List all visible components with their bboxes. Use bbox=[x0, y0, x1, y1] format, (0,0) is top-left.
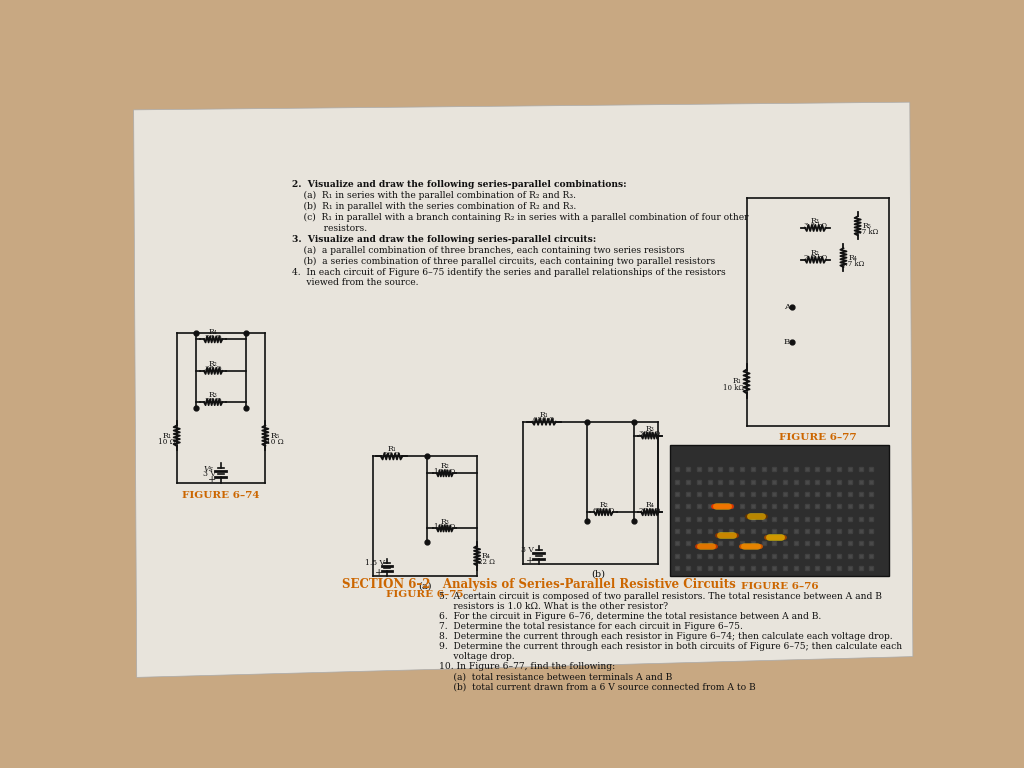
Text: A: A bbox=[783, 303, 790, 312]
Text: 8.  Determine the current through each resistor in Figure 6–74; then calculate e: 8. Determine the current through each re… bbox=[438, 632, 892, 641]
Text: 330 Ω: 330 Ω bbox=[639, 430, 660, 438]
Text: R₂: R₂ bbox=[811, 249, 819, 257]
Text: 10 Ω: 10 Ω bbox=[266, 438, 285, 445]
FancyBboxPatch shape bbox=[670, 445, 889, 576]
Text: 4.7 kΩ: 4.7 kΩ bbox=[855, 228, 879, 237]
Text: 680 Ω: 680 Ω bbox=[534, 416, 555, 424]
Text: (a)  a parallel combination of three branches, each containing two series resist: (a) a parallel combination of three bran… bbox=[292, 246, 685, 255]
Text: 10 Ω: 10 Ω bbox=[158, 438, 176, 445]
Text: 56 Ω: 56 Ω bbox=[383, 451, 400, 458]
Text: R₄: R₄ bbox=[482, 551, 490, 560]
Text: (b): (b) bbox=[591, 570, 605, 578]
Text: R₅: R₅ bbox=[862, 222, 871, 230]
Text: R₁: R₁ bbox=[387, 445, 396, 453]
Text: R₂: R₂ bbox=[209, 360, 217, 368]
Text: R₃: R₃ bbox=[645, 425, 654, 432]
Text: R₄: R₄ bbox=[645, 502, 654, 509]
Text: 2.  Visualize and draw the following series-parallel combinations:: 2. Visualize and draw the following seri… bbox=[292, 180, 627, 189]
Text: 3 V: 3 V bbox=[520, 546, 534, 554]
Text: 33 Ω: 33 Ω bbox=[205, 334, 221, 342]
Text: 4.  In each circuit of Figure 6–75 identify the series and parallel relationship: 4. In each circuit of Figure 6–75 identi… bbox=[292, 267, 726, 276]
Text: (b)  R₁ in parallel with the series combination of R₂ and R₃.: (b) R₁ in parallel with the series combi… bbox=[292, 202, 577, 211]
Text: R₅: R₅ bbox=[270, 432, 280, 439]
Text: R₄: R₄ bbox=[209, 329, 218, 336]
Text: 100 Ω: 100 Ω bbox=[434, 523, 456, 531]
Text: B: B bbox=[783, 337, 790, 346]
Text: 33 Ω: 33 Ω bbox=[205, 366, 221, 373]
Text: R₃: R₃ bbox=[440, 518, 450, 525]
Text: (c)  R₁ in parallel with a branch containing R₂ in series with a parallel combin: (c) R₁ in parallel with a branch contain… bbox=[292, 213, 749, 222]
Text: R₄: R₄ bbox=[848, 254, 857, 262]
Text: 1.5 V: 1.5 V bbox=[366, 559, 385, 568]
Text: 680 Ω: 680 Ω bbox=[593, 507, 614, 515]
Text: R₂: R₂ bbox=[599, 502, 608, 509]
Text: R₁: R₁ bbox=[162, 432, 171, 439]
Text: 22 Ω: 22 Ω bbox=[478, 558, 495, 566]
Text: +: + bbox=[375, 568, 383, 577]
Text: 3 V: 3 V bbox=[204, 470, 216, 478]
Text: (b)  a series combination of three parallel circuits, each containing two parall: (b) a series combination of three parall… bbox=[292, 257, 716, 266]
Polygon shape bbox=[134, 102, 912, 677]
Text: (a)  R₁ in series with the parallel combination of R₂ and R₃.: (a) R₁ in series with the parallel combi… bbox=[292, 191, 577, 200]
Text: 220 Ω: 220 Ω bbox=[639, 507, 660, 515]
Text: 9.  Determine the current through each resistor in both circuits of Figure 6–75;: 9. Determine the current through each re… bbox=[438, 642, 902, 651]
Text: 6.  For the circuit in Figure 6–76, determine the total resistance between A and: 6. For the circuit in Figure 6–76, deter… bbox=[438, 612, 821, 621]
Text: R₁: R₁ bbox=[732, 377, 741, 386]
Text: (b)  total current drawn from a 6 V source connected from A to B: (b) total current drawn from a 6 V sourc… bbox=[438, 682, 755, 691]
Text: viewed from the source.: viewed from the source. bbox=[292, 279, 419, 287]
Text: Vs: Vs bbox=[204, 465, 213, 472]
Text: 100 Ω: 100 Ω bbox=[434, 468, 456, 475]
Text: 10 kΩ: 10 kΩ bbox=[723, 384, 744, 392]
Text: 5.  A certain circuit is composed of two parallel resistors. The total resistanc: 5. A certain circuit is composed of two … bbox=[438, 592, 882, 601]
Text: +: + bbox=[208, 475, 216, 484]
Text: 10. In Figure 6–77, find the following:: 10. In Figure 6–77, find the following: bbox=[438, 662, 614, 671]
Text: 4.7 kΩ: 4.7 kΩ bbox=[841, 260, 864, 268]
Text: resistors.: resistors. bbox=[292, 223, 368, 233]
Text: +: + bbox=[526, 556, 535, 564]
Text: FIGURE 6–76: FIGURE 6–76 bbox=[740, 582, 818, 591]
Text: SECTION 6–2   Analysis of Series-Parallel Resistive Circuits: SECTION 6–2 Analysis of Series-Parallel … bbox=[342, 578, 735, 591]
Text: FIGURE 6–74: FIGURE 6–74 bbox=[182, 492, 259, 500]
Text: (a)  total resistance between terminals A and B: (a) total resistance between terminals A… bbox=[438, 672, 672, 681]
Text: FIGURE 6–77: FIGURE 6–77 bbox=[778, 433, 856, 442]
Text: 2.7 kΩ: 2.7 kΩ bbox=[804, 254, 827, 262]
Text: R₃: R₃ bbox=[811, 217, 819, 225]
Text: 3.  Visualize and draw the following series-parallel circuits:: 3. Visualize and draw the following seri… bbox=[292, 235, 597, 243]
Text: voltage drop.: voltage drop. bbox=[438, 652, 514, 661]
Text: R₃: R₃ bbox=[209, 391, 217, 399]
Text: resistors is 1.0 kΩ. What is the other resistor?: resistors is 1.0 kΩ. What is the other r… bbox=[438, 602, 668, 611]
Text: 33 Ω: 33 Ω bbox=[205, 396, 221, 405]
Text: 3.3 kΩ: 3.3 kΩ bbox=[804, 223, 826, 230]
Text: 7.  Determine the total resistance for each circuit in Figure 6–75.: 7. Determine the total resistance for ea… bbox=[438, 622, 742, 631]
Text: (a): (a) bbox=[418, 581, 431, 591]
Text: R₁: R₁ bbox=[540, 411, 549, 419]
Text: R₂: R₂ bbox=[440, 462, 450, 470]
Text: FIGURE 6–75: FIGURE 6–75 bbox=[386, 590, 464, 599]
